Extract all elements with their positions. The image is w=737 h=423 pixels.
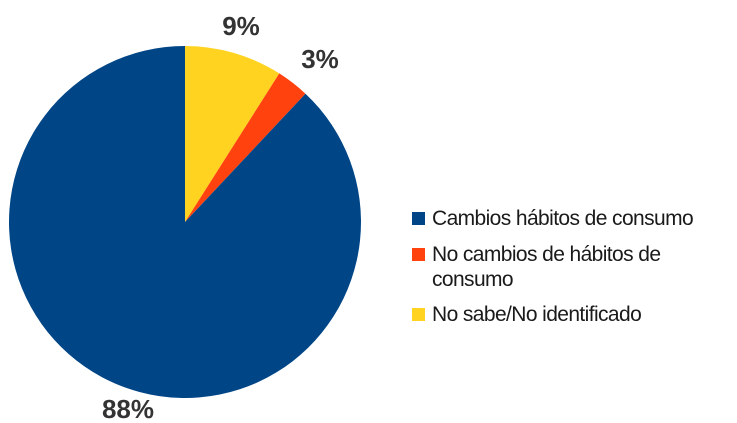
legend-swatch-cambios [412, 212, 425, 225]
pie-labels: 9% 3% 88% [102, 11, 339, 423]
legend-item-no-sabe: No sabe/No identificado [412, 302, 732, 327]
pie-slice-no-sabe-no-identificado [185, 46, 280, 222]
legend-label-cambios: Cambios hábitos de consumo [432, 207, 694, 230]
legend-label-no-sabe: No sabe/No identificado [432, 303, 642, 326]
pie-slice-no-cambios-de-habitos-de-consumo [185, 73, 306, 222]
legend-item-cambios: Cambios hábitos de consumo [412, 206, 732, 231]
slice-percent-label: 3% [301, 44, 339, 74]
legend-label-no-cambios: No cambios de hábitos de consumo [432, 243, 661, 291]
legend-swatch-no-sabe [412, 308, 425, 321]
slice-percent-label: 88% [102, 394, 154, 423]
pie-slices [9, 46, 362, 398]
legend-item-no-cambios: No cambios de hábitos de consumo [412, 242, 732, 292]
pie-slice-cambios-habitos-de-consumo [9, 46, 362, 398]
chart-legend: Cambios hábitos de consumo No cambios de… [412, 206, 732, 338]
legend-swatch-no-cambios [412, 248, 425, 261]
slice-percent-label: 9% [222, 11, 260, 41]
